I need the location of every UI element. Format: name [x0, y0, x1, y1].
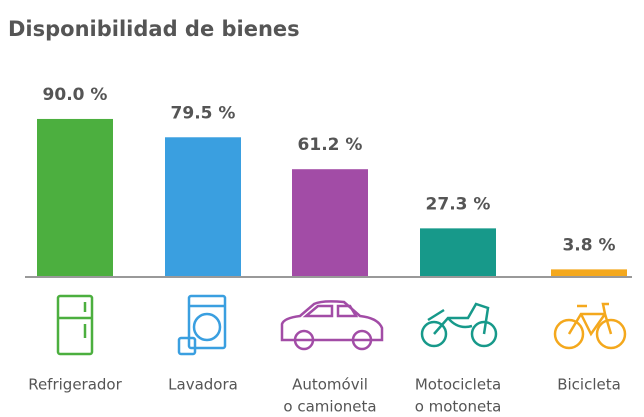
category-label: Automóvil: [292, 376, 368, 394]
value-label: 3.8 %: [562, 235, 615, 255]
icon-part: [351, 329, 373, 351]
value-label: 79.5 %: [171, 103, 236, 123]
icon: [280, 300, 384, 351]
bar: [420, 228, 496, 276]
bar: [165, 137, 241, 276]
bar: [551, 269, 627, 276]
icon-part: [293, 329, 315, 351]
bar: [292, 169, 368, 276]
icon-part: [567, 302, 613, 337]
icon-part: [470, 320, 498, 348]
chart-title: Disponibilidad de bienes: [8, 17, 300, 41]
icon: [177, 294, 227, 356]
icon-part: [595, 318, 627, 350]
icon-part: [553, 318, 585, 350]
icon-part: [427, 302, 490, 335]
icon: [56, 294, 94, 356]
icon: [420, 302, 498, 348]
icon-part: [187, 294, 227, 350]
icon-part: [177, 336, 197, 356]
icon-part: [420, 320, 448, 348]
icon-part: [192, 312, 222, 342]
value-label: 90.0 %: [43, 85, 108, 105]
bar: [37, 118, 113, 276]
category-label: o motoneta: [415, 398, 502, 416]
icon: [553, 302, 627, 350]
category-label: Lavadora: [168, 376, 238, 394]
value-label: 61.2 %: [298, 135, 363, 155]
icon-part: [302, 304, 359, 318]
icon-part: [56, 294, 94, 356]
category-label: o camioneta: [283, 398, 376, 416]
icon-part: [280, 300, 384, 342]
category-label: Motocicleta: [415, 376, 501, 394]
category-label: Bicicleta: [557, 376, 621, 394]
value-label: 27.3 %: [426, 194, 491, 214]
category-label: Refrigerador: [28, 376, 122, 394]
